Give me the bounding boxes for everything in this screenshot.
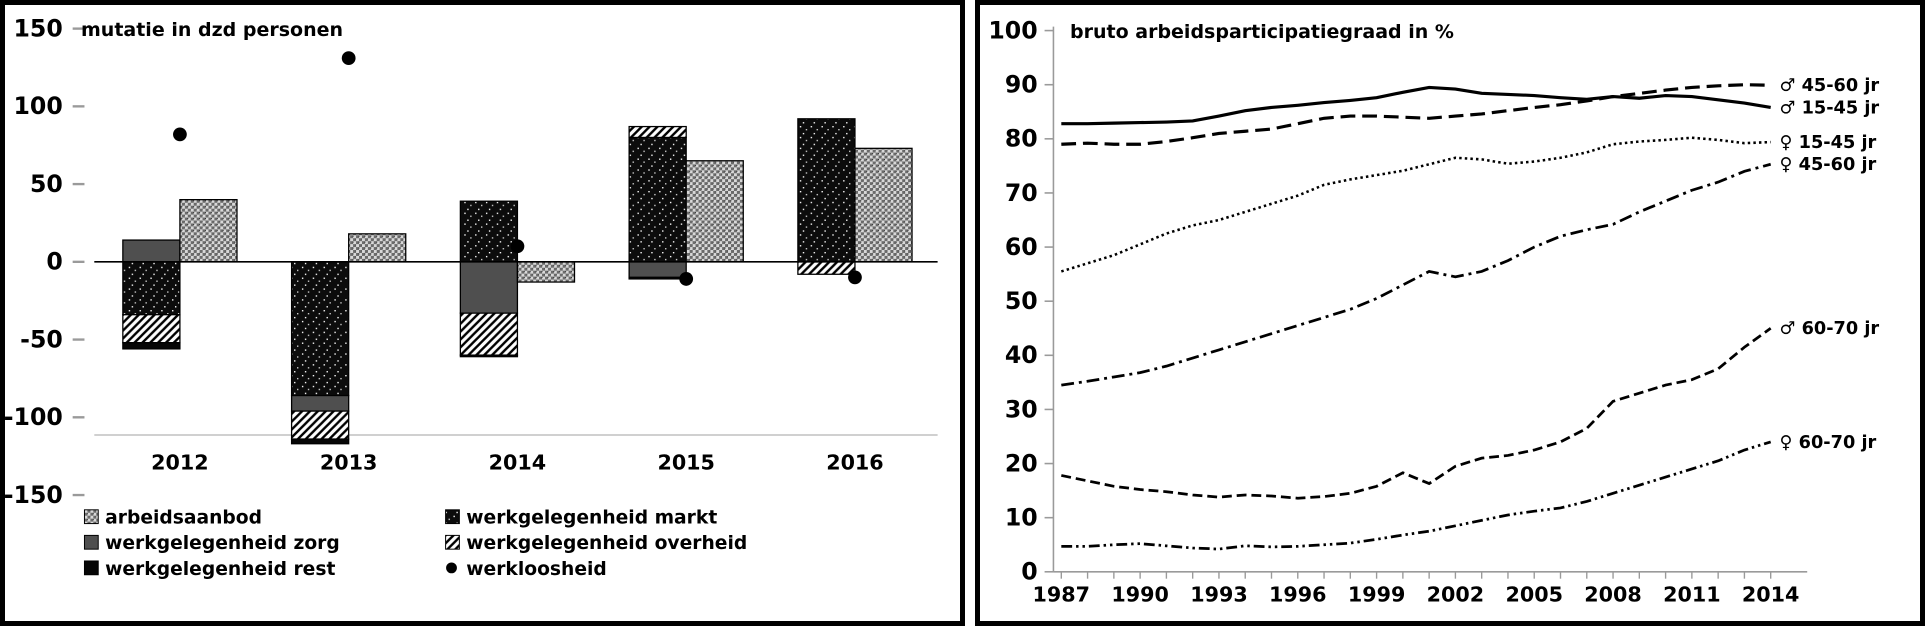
series-end-label: ♂ 60-70 jr — [1780, 319, 1880, 339]
bar-segment — [290, 394, 350, 412]
bar-side — [685, 160, 744, 263]
legend-label: werkgelegenheid markt — [466, 508, 717, 529]
dot-marker — [679, 272, 694, 286]
x-axis-label: 1999 — [1348, 582, 1406, 606]
legend-label: werkgelegenheid zorg — [105, 533, 340, 554]
y-axis-label: 40 — [1005, 341, 1038, 369]
data-line — [1061, 440, 1772, 551]
bar-segment — [797, 118, 856, 263]
line-chart-title: bruto arbeidsparticipatiegraad in % — [1070, 21, 1454, 43]
y-axis-label: 0 — [1021, 558, 1037, 586]
bar-segment — [290, 410, 350, 440]
series-end-label: ♀ 45-60 jr — [1780, 155, 1877, 175]
data-line — [1060, 136, 1771, 273]
dot-marker — [173, 127, 187, 142]
data-line — [1061, 327, 1772, 500]
legend-marker — [445, 509, 460, 525]
bar-segment — [290, 438, 350, 445]
x-axis-label: 2014 — [1742, 582, 1800, 606]
series-end-label: ♀ 15-45 jr — [1780, 133, 1877, 153]
x-axis-label: 2012 — [151, 450, 209, 474]
line-chart-panel: bruto arbeidsparticipatiegraad in % 100 9… — [975, 0, 1925, 626]
legend-marker-circle — [446, 562, 457, 574]
y-axis-label: 70 — [1005, 179, 1038, 207]
legend-label: arbeidsaanbod — [105, 508, 262, 529]
dot-marker — [341, 51, 356, 66]
x-axis-label: 1996 — [1269, 582, 1327, 606]
legend-label: werkgelegenheid overheid — [466, 533, 747, 554]
x-axis-label: 2008 — [1584, 582, 1642, 606]
x-axis-label: 2002 — [1427, 582, 1485, 606]
bar-segment — [122, 261, 181, 316]
legend-marker — [83, 509, 99, 525]
dot-marker — [848, 270, 862, 285]
bar-side — [516, 261, 576, 283]
bar-segment — [628, 261, 687, 279]
bar-segment — [628, 136, 687, 263]
bar-side — [348, 233, 407, 263]
bar-chart-canvas: 150 100 50 0 -50 -100 -150 2012 2013 2014 2015 2016… — [5, 14, 938, 580]
bar-chart-panel: mutatie in dzd personen — [0, 0, 965, 626]
y-axis-label: 150 — [14, 14, 63, 42]
bar-segment — [459, 354, 519, 358]
y-axis-label: 10 — [1005, 504, 1038, 532]
x-axis-label: 2016 — [826, 450, 884, 474]
data-line — [1061, 162, 1772, 387]
bar-segment — [459, 200, 519, 263]
bar-segment — [628, 276, 687, 280]
x-axis-label: 1987 — [1033, 582, 1091, 606]
legend-label: werkgelegenheid rest — [105, 559, 335, 580]
y-axis-label: 0 — [46, 248, 62, 276]
x-axis-label: 2015 — [657, 450, 715, 474]
y-axis-label: 80 — [1005, 125, 1038, 153]
y-axis-label: 100 — [988, 16, 1037, 44]
y-axis-label: -50 — [20, 325, 63, 353]
bar-segment — [122, 342, 181, 350]
legend-marker — [445, 534, 460, 550]
series-end-label: ♂ 45-60 jr — [1780, 76, 1880, 96]
series-end-label: ♀ 60-70 jr — [1780, 433, 1877, 453]
x-axis-label: 1990 — [1111, 582, 1169, 606]
y-axis-label: 60 — [1005, 233, 1038, 261]
legend-marker — [83, 534, 99, 550]
y-axis-label: 100 — [14, 92, 63, 120]
y-axis-label: 90 — [1005, 71, 1038, 99]
bar-segment — [122, 314, 181, 344]
legend-marker — [83, 560, 99, 576]
bar-segment — [122, 239, 181, 263]
x-axis-label: 2005 — [1505, 582, 1563, 606]
bar-segment — [628, 125, 687, 139]
x-axis-label: 2013 — [320, 450, 378, 474]
y-axis-label: 30 — [1005, 395, 1038, 423]
bar-segment — [290, 261, 350, 397]
bar-segment — [797, 261, 856, 275]
bar-chart-title: mutatie in dzd personen — [81, 19, 344, 41]
y-axis-label: -150 — [5, 481, 63, 509]
x-axis-label: 2011 — [1663, 582, 1721, 606]
series-end-label: ♂ 15-45 jr — [1780, 98, 1880, 118]
legend-label: werkloosheid — [466, 559, 607, 580]
bar-segment — [459, 312, 519, 356]
dot-marker — [510, 239, 525, 254]
y-axis-label: -100 — [5, 403, 63, 431]
bar-side — [854, 147, 913, 263]
x-axis-label: 1993 — [1190, 582, 1248, 606]
x-axis-label: 2014 — [489, 450, 547, 474]
y-axis-label: 20 — [1005, 449, 1038, 477]
bar-segment — [459, 261, 519, 314]
y-axis-label: 50 — [1005, 287, 1038, 315]
data-line — [1061, 85, 1771, 126]
bar-side — [179, 199, 238, 263]
data-line — [1061, 83, 1771, 146]
y-axis-label: 50 — [30, 170, 63, 198]
